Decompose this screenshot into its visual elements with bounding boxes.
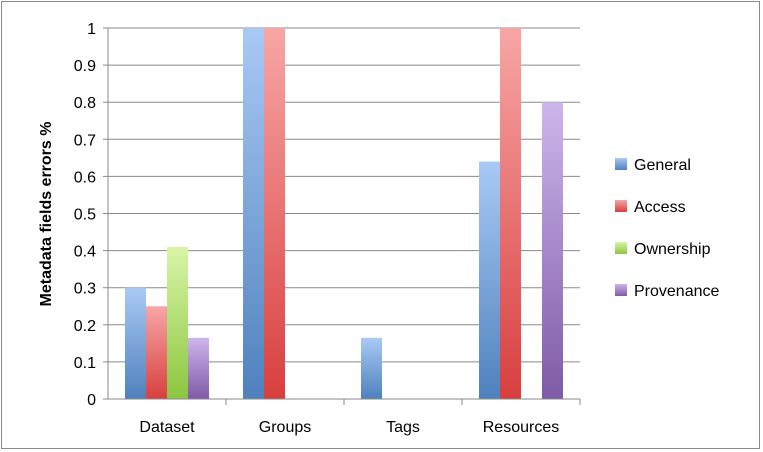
bar-access-resources bbox=[500, 28, 521, 399]
y-tick-label: 0.1 bbox=[74, 355, 96, 372]
bar-general-groups bbox=[243, 28, 264, 399]
legend-label-general: General bbox=[634, 157, 691, 174]
y-tick-label: 0.9 bbox=[74, 58, 96, 75]
x-category-label: Resources bbox=[483, 419, 559, 436]
y-tick-label: 1 bbox=[87, 21, 96, 38]
legend-swatch-general bbox=[615, 158, 627, 170]
y-axis-label: Metadata fields errors % bbox=[38, 122, 55, 307]
bar-general-resources bbox=[479, 161, 500, 399]
x-category-label: Tags bbox=[386, 419, 420, 436]
y-tick-label: 0.3 bbox=[74, 281, 96, 298]
bar-access-dataset bbox=[146, 306, 167, 399]
bar-access-groups bbox=[264, 28, 285, 399]
legend: General Access Ownership Provenance bbox=[615, 157, 719, 300]
y-tick-label: 0.2 bbox=[74, 318, 96, 335]
y-tick-label: 0.7 bbox=[74, 132, 96, 149]
y-tick-label: 0 bbox=[87, 392, 96, 409]
bar-ownership-dataset bbox=[167, 246, 188, 399]
axes: 0 0.1 0.2 0.3 0.4 0.5 0.6 0.7 0.8 0.9 1 Dataset Grou… bbox=[74, 21, 581, 436]
bars bbox=[125, 28, 563, 399]
legend-label-access: Access bbox=[634, 199, 686, 216]
y-tick-label: 0.5 bbox=[74, 207, 96, 224]
bar-general-dataset bbox=[125, 287, 146, 399]
legend-swatch-ownership bbox=[615, 242, 627, 254]
y-tick-label: 0.6 bbox=[74, 169, 96, 186]
y-tick-label: 0.8 bbox=[74, 95, 96, 112]
x-category-label: Groups bbox=[259, 419, 311, 436]
bar-provenance-resources bbox=[542, 102, 563, 399]
legend-label-provenance: Provenance bbox=[634, 283, 719, 300]
legend-swatch-access bbox=[615, 200, 627, 212]
x-category-label: Dataset bbox=[139, 419, 195, 436]
bar-general-tags bbox=[361, 337, 382, 399]
legend-label-ownership: Ownership bbox=[634, 241, 711, 258]
legend-swatch-provenance bbox=[615, 284, 627, 296]
bar-provenance-dataset bbox=[188, 337, 209, 399]
y-tick-label: 0.4 bbox=[74, 244, 96, 261]
